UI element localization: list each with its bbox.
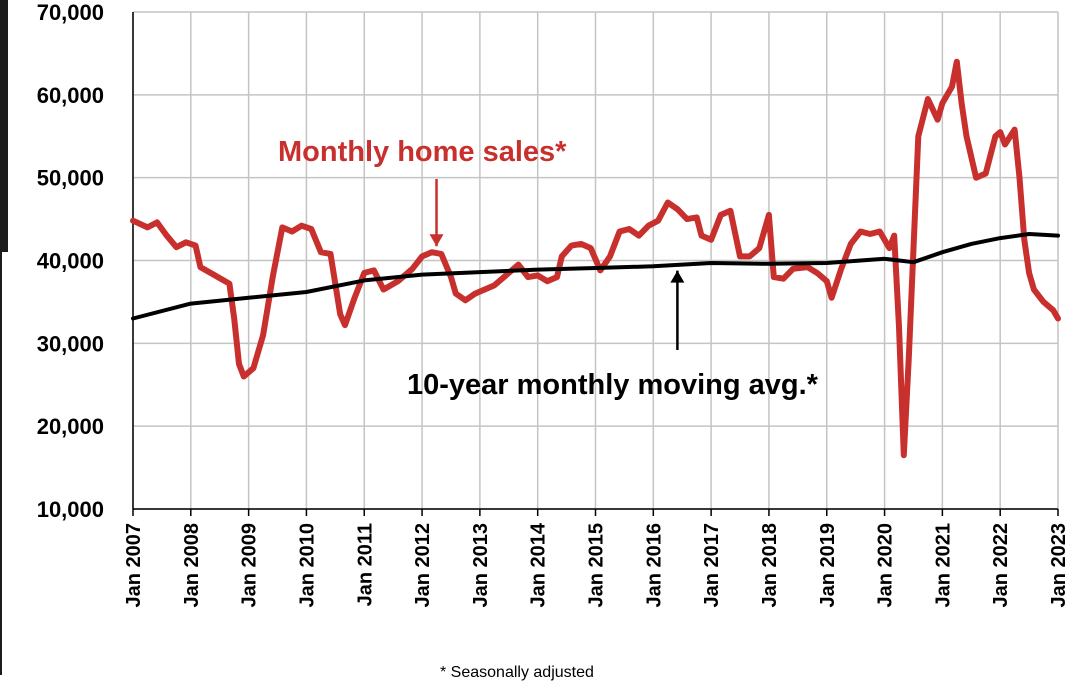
x-tick-label: Jan 2014 xyxy=(528,522,550,607)
x-tick-label: Jan 2012 xyxy=(412,523,434,608)
x-tick-label: Jan 2021 xyxy=(932,523,954,608)
gridlines xyxy=(132,11,1059,510)
y-tick-label: 30,000 xyxy=(37,331,104,356)
monthly-sales-arrowhead xyxy=(429,234,444,247)
x-tick-label: Jan 2017 xyxy=(701,523,723,608)
x-axis: Jan 2007 Jan 2008 Jan 2009 Jan 2010 Jan 2011… xyxy=(123,508,1070,608)
x-tick-label: Jan 2019 xyxy=(817,523,839,608)
window-edge-dark xyxy=(0,0,8,252)
x-tick-label: Jan 2013 xyxy=(470,523,492,608)
x-tick-label: Jan 2010 xyxy=(296,523,318,608)
x-tick-label: Jan 2018 xyxy=(759,523,781,608)
moving-average-arrowhead xyxy=(670,270,685,283)
x-tick-label: Jan 2009 xyxy=(239,523,261,608)
x-tick-label: Jan 2023 xyxy=(1048,523,1070,608)
annotations: Monthly home sales* 10-year monthly movin… xyxy=(278,136,819,401)
y-axis: 10,000 20,000 30,000 40,000 50,000 60,000 70,0… xyxy=(37,0,134,522)
y-tick-label: 20,000 xyxy=(37,414,104,439)
x-tick-label: Jan 2011 xyxy=(354,523,376,606)
x-tick-label: Jan 2022 xyxy=(990,523,1012,608)
y-tick-label: 10,000 xyxy=(37,497,104,522)
series-lines xyxy=(130,58,1061,459)
window-edge-line xyxy=(0,252,2,675)
monthly-sales-line xyxy=(130,58,1061,459)
y-tick-label: 70,000 xyxy=(37,0,104,25)
x-tick-label: Jan 2015 xyxy=(586,523,608,608)
y-tick-label: 50,000 xyxy=(37,166,104,191)
y-tick-label: 60,000 xyxy=(37,83,104,108)
x-tick-label: Jan 2020 xyxy=(875,523,897,608)
x-tick-label: Jan 2008 xyxy=(181,523,203,608)
x-tick-label: Jan 2007 xyxy=(123,523,145,608)
moving-average-line xyxy=(131,232,1060,321)
x-tick-label: Jan 2016 xyxy=(643,523,665,608)
footnote: * Seasonally adjusted xyxy=(440,664,594,681)
y-tick-label: 40,000 xyxy=(37,249,104,274)
monthly-sales-label: Monthly home sales* xyxy=(278,136,567,168)
moving-average-label: 10-year monthly moving avg.* xyxy=(407,369,819,401)
